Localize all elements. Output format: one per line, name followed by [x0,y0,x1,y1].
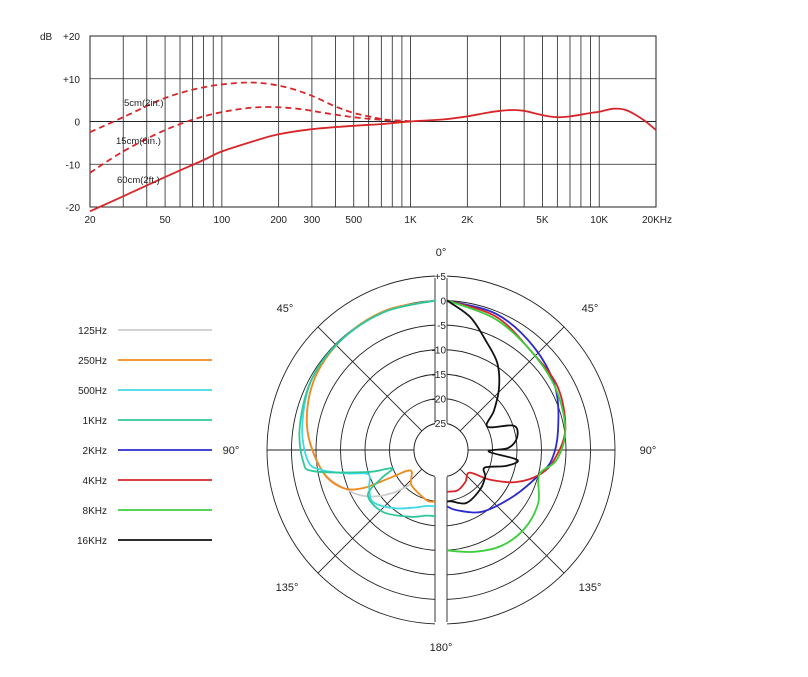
x-tick-label: 500 [345,215,362,226]
polar-spoke [317,468,423,574]
frequency-series-labels: 5cm(2in.) 15cm(6in.) 60cm(2ft.) [116,98,164,186]
x-tick-label: 1K [404,215,417,226]
series-line [89,81,411,134]
y-tick-label: -10 [66,160,81,171]
angle-label: 180° [430,642,453,654]
radius-tick-label: -15 [432,370,447,381]
angle-label: 90° [223,445,240,457]
y-tick-label: +10 [63,75,80,86]
angle-label: 90° [640,445,657,457]
series-label: 5cm(2in.) [124,98,164,109]
x-tick-label: 20 [84,215,96,226]
series-line [89,107,657,213]
x-tick-label: 50 [160,215,172,226]
polar-angle-labels: 0° 45° 90° 135° 180° 135° 90° 45° [223,247,657,654]
polar-spoke [459,468,565,574]
legend-label: 4KHz [83,476,107,487]
x-tick-label: 300 [304,215,321,226]
y-tick-label: +20 [63,32,80,43]
series-label: 15cm(6in.) [116,136,161,147]
x-tick-label: 2K [461,215,474,226]
angle-label: 45° [277,303,294,315]
y-tick-label: -20 [66,203,81,214]
legend-label: 1KHz [83,416,107,427]
radius-tick-label: +5 [435,272,447,283]
radius-tick-label: 0 [440,297,446,308]
plot-frame [89,35,657,208]
x-tick-label: 5K [536,215,549,226]
radius-tick-label: -20 [432,395,447,406]
polar-series-line [446,299,567,553]
polar-spoke [459,326,565,432]
x-tick-label: 20KHz [642,215,672,226]
radius-tick-label: -25 [432,419,447,430]
polar-series-lines [298,299,567,553]
legend-label: 500Hz [78,386,107,397]
angle-label: 45° [582,303,599,315]
x-tick-label: 100 [214,215,231,226]
polar-split [435,274,447,626]
x-tick-label: 10K [590,215,608,226]
legend-label: 125Hz [78,326,107,337]
y-axis-label: dB [40,32,53,43]
polar-series-line [446,299,519,505]
frequency-x-tick-labels: 20 50 100 200 300 500 1K 2K 5K 10K 20KHz [84,215,672,226]
polar-series-line [298,299,436,518]
series-line [89,106,411,174]
polar-radius-labels: +5 0 -5 -10 -15 -20 -25 [432,272,447,430]
frequency-series-lines [89,81,657,213]
radius-tick-label: -10 [432,346,447,357]
polar-legend: 125Hz 250Hz 500Hz 1KHz 2KHz 4KHz 8KHz 16KHz [77,326,212,547]
frequency-response-chart: +20+100-10-20 20 50 100 200 300 500 1K 2K 5K 10K 2… [40,32,672,226]
x-tick-label: 200 [270,215,287,226]
angle-label: 135° [276,582,299,594]
y-tick-label: 0 [74,118,80,129]
polar-spoke [317,326,423,432]
legend-label: 2KHz [83,446,107,457]
legend-label: 250Hz [78,356,107,367]
series-label: 60cm(2ft.) [117,175,160,186]
polar-series-line [446,299,560,514]
radius-tick-label: -5 [437,321,446,332]
polar-pattern-chart: +5 0 -5 -10 -15 -20 -25 0° 45° 90° 135° 180° 135° 90… [77,247,656,654]
frequency-y-tick-labels: +20 +10 0 -10 -20 [63,32,80,214]
frequency-frame [89,35,657,208]
legend-label: 8KHz [83,506,107,517]
angle-label: 135° [579,582,602,594]
legend-label: 16KHz [77,536,107,547]
angle-label: 0° [436,247,447,259]
